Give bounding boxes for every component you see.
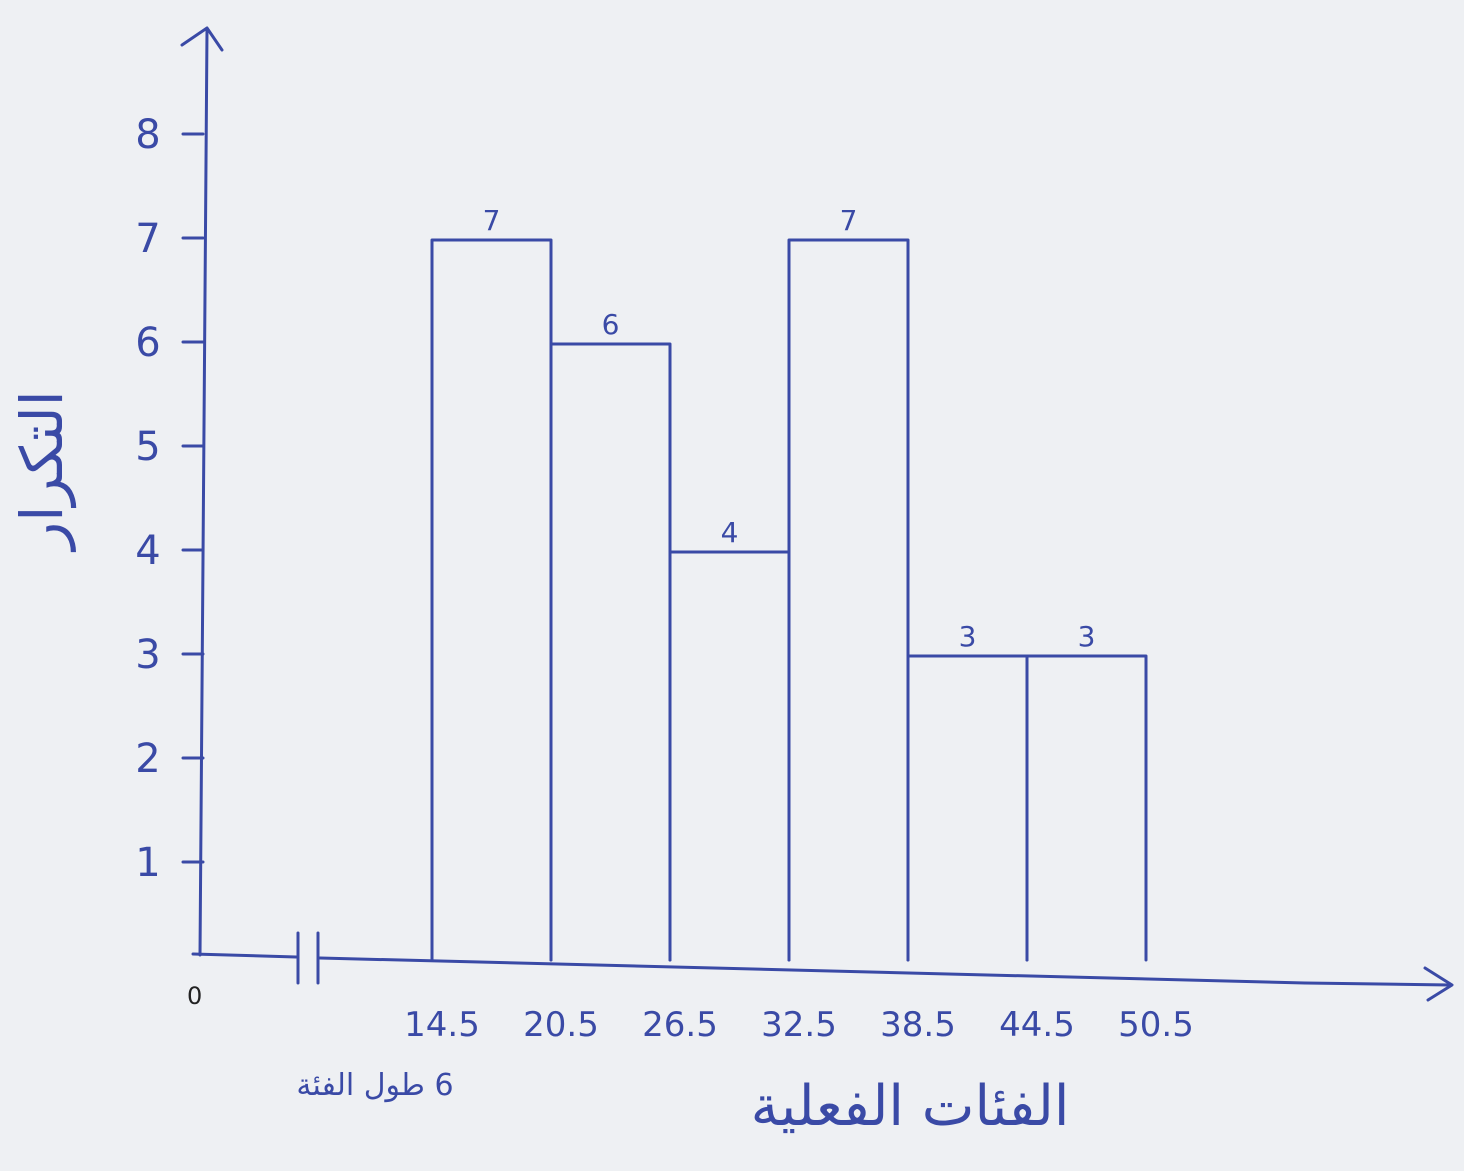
histogram-bar <box>668 550 791 962</box>
x-axis-title: الفئات الفعلية <box>751 1074 1070 1139</box>
x-axis <box>318 956 1307 985</box>
y-ticks: 1 2 3 4 5 6 7 8 <box>135 112 205 886</box>
y-tick-label: 6 <box>135 320 160 366</box>
x-ticks: 14.5 20.5 26.5 32.5 38.5 44.5 50.5 <box>404 1005 1194 1045</box>
bar-value-label: 7 <box>483 204 501 237</box>
y-axis <box>198 28 209 957</box>
x-tick-label: 20.5 <box>523 1005 599 1045</box>
y-tick-label: 5 <box>135 424 160 470</box>
bar-value-label: 7 <box>840 204 858 237</box>
y-tick-label: 7 <box>135 216 160 262</box>
x-tick-label: 38.5 <box>880 1005 956 1045</box>
x-tick-label: 14.5 <box>404 1005 480 1045</box>
y-tick-label: 2 <box>135 736 160 782</box>
bar-value-label: 6 <box>602 308 620 341</box>
x-tick-label: 26.5 <box>642 1005 718 1045</box>
y-axis-arrowhead <box>180 26 224 52</box>
y-tick-label: 8 <box>135 112 160 158</box>
y-tick-label: 4 <box>135 528 160 574</box>
bar-value-label: 4 <box>721 516 739 549</box>
y-tick-label: 3 <box>135 632 160 678</box>
bar-value-label: 3 <box>959 620 977 653</box>
y-axis-title: التكرار <box>8 390 77 552</box>
histogram-bar <box>430 238 553 962</box>
histogram-bar <box>1025 654 1148 962</box>
x-tick-label: 50.5 <box>1118 1005 1194 1045</box>
histogram-bar <box>906 654 1029 962</box>
class-width-note: 6 طول الفئة <box>296 1068 453 1103</box>
x-tick-label: 44.5 <box>999 1005 1075 1045</box>
x-tick-label: 32.5 <box>761 1005 837 1045</box>
bars <box>430 238 1148 962</box>
histogram-bar <box>787 238 910 962</box>
origin-label: 0 <box>187 982 202 1010</box>
y-tick-label: 1 <box>135 840 160 886</box>
x-axis-left-segment <box>191 952 298 959</box>
bar-value-label: 3 <box>1078 620 1096 653</box>
histogram-bar <box>549 342 672 962</box>
x-axis-tail <box>1303 981 1452 987</box>
bar-labels: 7 6 4 7 3 3 <box>483 204 1096 653</box>
x-axis-arrowhead <box>1423 966 1454 1002</box>
